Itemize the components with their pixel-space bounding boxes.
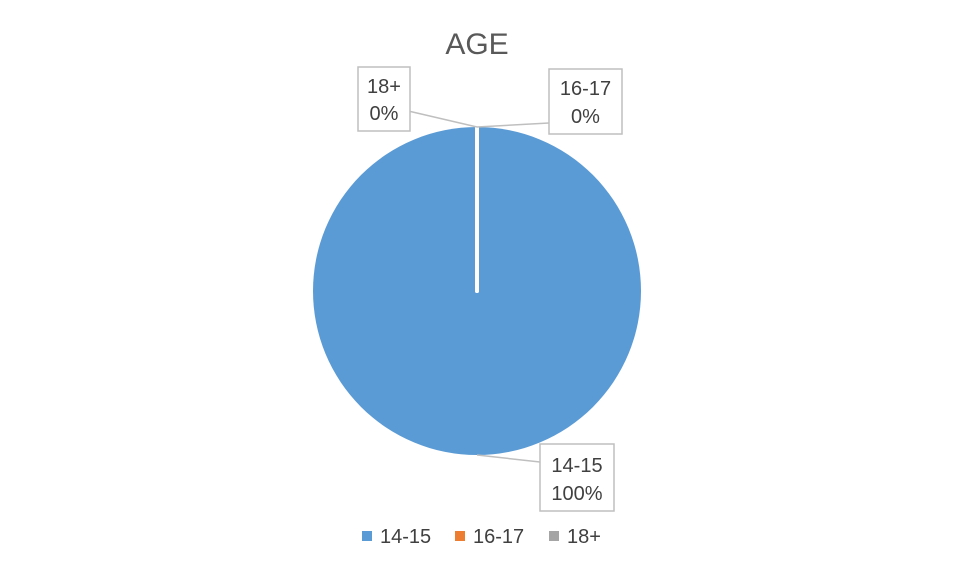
- chart-title: AGE: [445, 28, 508, 61]
- data-label-18plus-percent: 0%: [370, 103, 399, 125]
- legend-label-18plus: 18+: [567, 526, 601, 548]
- data-label-16-17-percent: 0%: [571, 106, 600, 128]
- data-label-18plus: 18+ 0%: [357, 66, 411, 132]
- data-label-14-15: 14-15 100%: [539, 443, 615, 512]
- legend-swatch-16-17: [455, 531, 465, 541]
- data-label-16-17-category: 16-17: [560, 78, 611, 100]
- legend-label-16-17: 16-17: [473, 526, 524, 548]
- legend-label-14-15: 14-15: [380, 526, 431, 548]
- leader-line-16-17: [476, 122, 550, 128]
- legend: 14-15 16-17 18+: [362, 526, 601, 548]
- data-label-16-17: 16-17 0%: [548, 68, 623, 135]
- leader-line-18plus: [403, 109, 478, 128]
- leader-line-14-15: [476, 454, 541, 463]
- legend-swatch-14-15: [362, 531, 372, 541]
- data-label-18plus-category: 18+: [367, 76, 401, 98]
- pie-slices: [313, 125, 641, 455]
- data-label-14-15-category: 14-15: [551, 455, 602, 477]
- leader-lines: [403, 109, 550, 463]
- data-label-14-15-percent: 100%: [551, 483, 602, 505]
- legend-swatch-18plus: [549, 531, 559, 541]
